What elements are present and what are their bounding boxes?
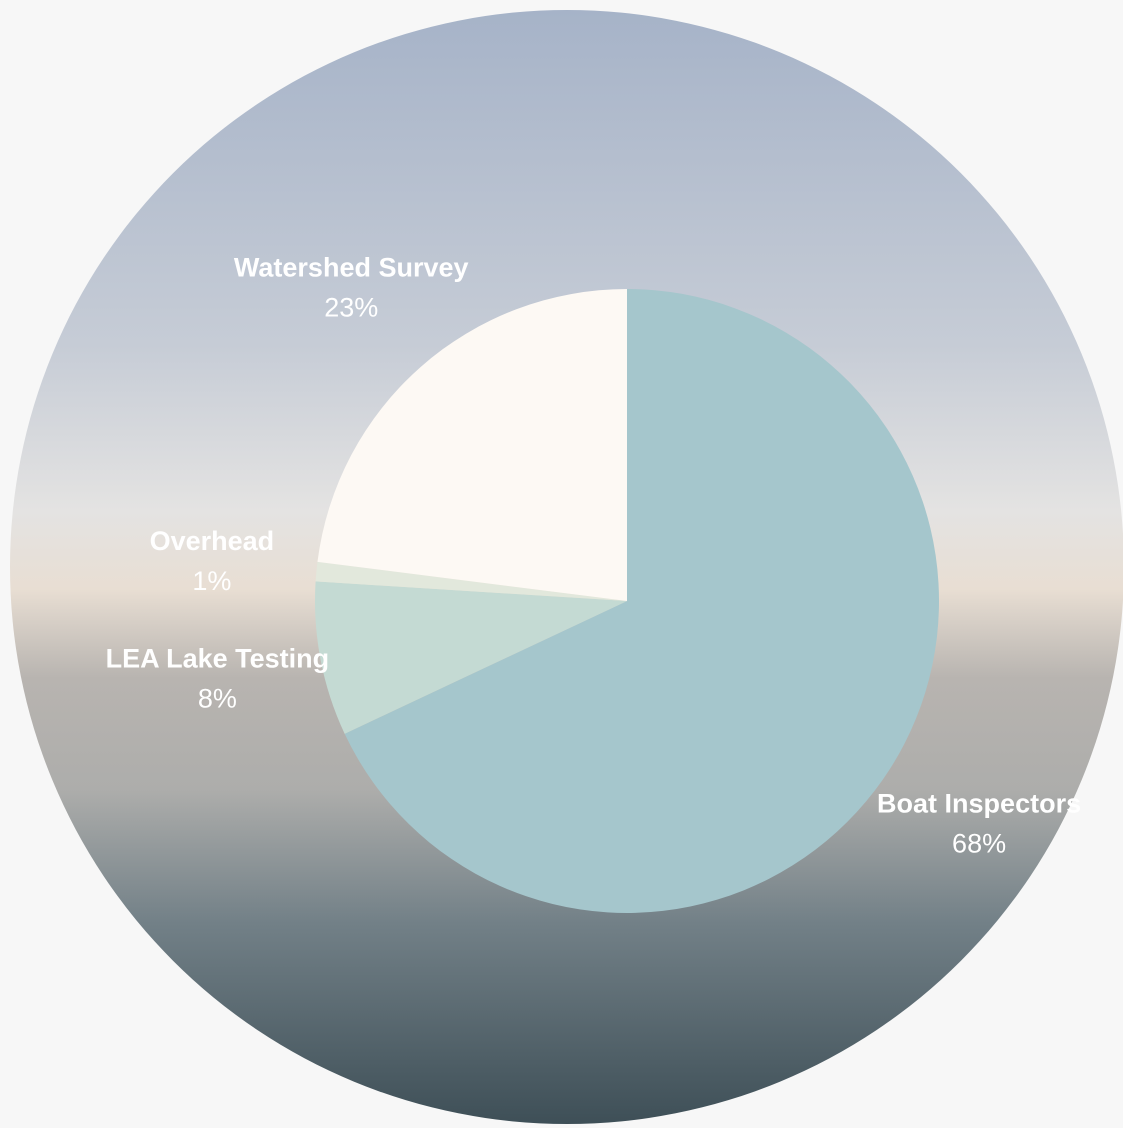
slice-name: Overhead — [150, 526, 275, 556]
slice-value-label: 23% — [324, 292, 378, 322]
slice-value-label: 8% — [198, 683, 237, 713]
slice-name: Watershed Survey — [234, 252, 469, 282]
slice-name: LEA Lake Testing — [106, 643, 330, 673]
slice-value-label: 1% — [192, 566, 231, 596]
slice-name: Boat Inspectors — [877, 789, 1081, 819]
slice-value-label: 68% — [952, 829, 1006, 859]
page: Boat Inspectors 68% LEA Lake Testing 8% Over… — [0, 0, 1123, 1128]
chart: Boat Inspectors 68% LEA Lake Testing 8% Over… — [0, 0, 1123, 1128]
